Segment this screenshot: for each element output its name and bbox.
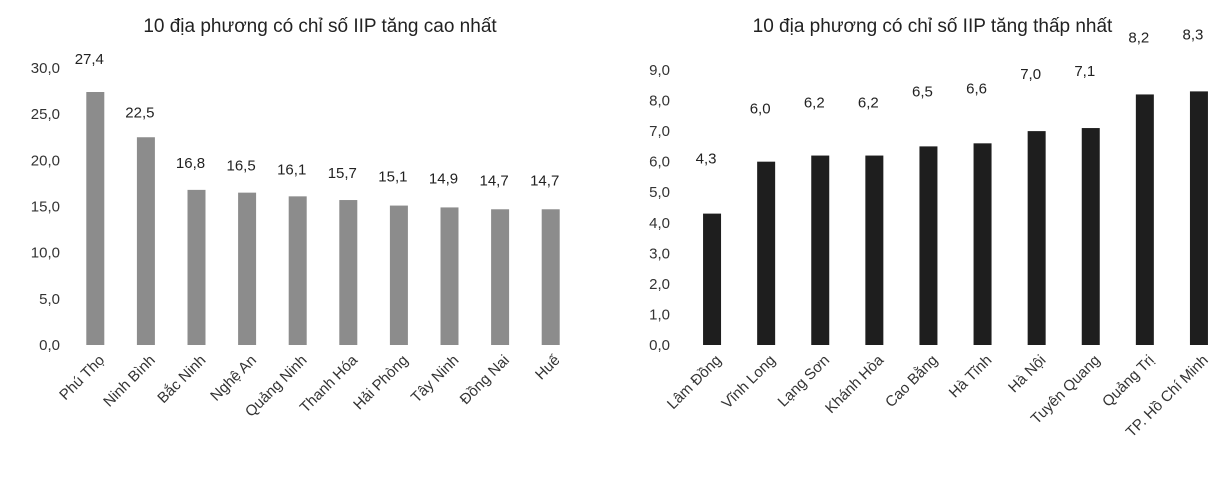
y-tick-label: 7,0 xyxy=(649,123,670,140)
bar xyxy=(440,207,459,345)
category-label: Ninh Bình xyxy=(100,352,159,411)
category-label: Khánh Hòa xyxy=(822,351,888,417)
y-tick-label: 5,0 xyxy=(649,184,670,201)
y-tick-label: 20,0 xyxy=(31,152,60,169)
y-tick-label: 0,0 xyxy=(649,337,670,354)
category-label: Bắc Ninh xyxy=(154,352,209,407)
data-label: 16,1 xyxy=(277,161,306,178)
category-label: Nghệ An xyxy=(207,352,260,405)
chart-right-panel: 10 địa phương có chỉ số IIP tăng thấp nh… xyxy=(615,0,1230,482)
data-label: 6,6 xyxy=(966,80,987,97)
chart-right-title: 10 địa phương có chỉ số IIP tăng thấp nh… xyxy=(752,16,1113,37)
y-tick-label: 10,0 xyxy=(31,245,60,262)
category-label: Cao Bằng xyxy=(882,352,941,411)
category-label: Tây Ninh xyxy=(408,352,462,406)
y-tick-label: 4,0 xyxy=(649,215,670,232)
category-label: Lâm Đồng xyxy=(664,352,725,413)
bar xyxy=(541,209,560,345)
data-label: 16,5 xyxy=(226,158,255,175)
bar xyxy=(1135,94,1154,345)
bar xyxy=(238,192,257,345)
data-label: 27,4 xyxy=(75,51,104,68)
data-label: 22,5 xyxy=(125,104,154,121)
bar xyxy=(703,213,722,345)
bar xyxy=(389,205,408,345)
bar xyxy=(136,137,155,345)
y-tick-label: 30,0 xyxy=(31,60,60,77)
bar xyxy=(919,146,938,345)
y-tick-label: 1,0 xyxy=(649,306,670,323)
category-label: Vĩnh Long xyxy=(719,352,779,412)
y-tick-label: 6,0 xyxy=(649,154,670,171)
bar xyxy=(1081,128,1100,345)
data-label: 6,2 xyxy=(804,95,825,112)
data-label: 6,0 xyxy=(750,101,771,118)
bar xyxy=(339,200,358,345)
y-tick-label: 3,0 xyxy=(649,245,670,262)
bar xyxy=(491,209,510,345)
category-label: Phú Thọ xyxy=(56,352,108,404)
chart-left-svg: 0,0 5,0 10,0 15,0 20,0 25,0 30,0 27,4 Phú Thọ 22,… xyxy=(31,51,564,420)
y-tick-label: 2,0 xyxy=(649,276,670,293)
bar xyxy=(811,155,830,345)
bar xyxy=(973,143,992,345)
y-tick-label: 25,0 xyxy=(31,106,60,123)
bar xyxy=(865,155,884,345)
category-label: Hà Nội xyxy=(1005,352,1049,396)
data-label: 8,2 xyxy=(1128,29,1149,46)
chart-left-panel: 10 địa phương có chỉ số IIP tăng cao nhấ… xyxy=(0,0,600,482)
category-label: Huế xyxy=(532,351,564,383)
data-label: 6,2 xyxy=(858,95,879,112)
bar xyxy=(1189,91,1208,345)
data-label: 14,7 xyxy=(530,172,559,189)
data-label: 8,3 xyxy=(1183,26,1204,43)
category-label: Đồng Nai xyxy=(457,352,513,408)
data-label: 14,9 xyxy=(429,170,458,187)
chart-right-svg: 0,0 1,0 2,0 3,0 4,0 5,0 6,0 7,0 8,0 9,0 4,3 Lâm Đồn… xyxy=(649,26,1212,440)
y-tick-label: 8,0 xyxy=(649,93,670,110)
category-label: Hà Tĩnh xyxy=(946,352,996,402)
chart-left-title: 10 địa phương có chỉ số IIP tăng cao nhấ… xyxy=(143,16,497,37)
y-tick-label: 15,0 xyxy=(31,199,60,216)
data-label: 6,5 xyxy=(912,83,933,100)
bar xyxy=(288,196,307,345)
bar xyxy=(1027,131,1046,345)
data-label: 14,7 xyxy=(479,172,508,189)
data-label: 16,8 xyxy=(176,155,205,172)
data-label: 7,0 xyxy=(1020,66,1041,83)
data-label: 15,7 xyxy=(328,165,357,182)
y-tick-label: 9,0 xyxy=(649,62,670,79)
y-tick-label: 5,0 xyxy=(39,291,60,308)
data-label: 4,3 xyxy=(696,151,717,168)
data-label: 7,1 xyxy=(1074,63,1095,80)
data-label: 15,1 xyxy=(378,169,407,186)
category-label: Hải Phòng xyxy=(350,352,412,414)
bar xyxy=(86,92,105,345)
bar xyxy=(757,161,776,345)
y-tick-label: 0,0 xyxy=(39,337,60,354)
bar xyxy=(187,189,206,345)
